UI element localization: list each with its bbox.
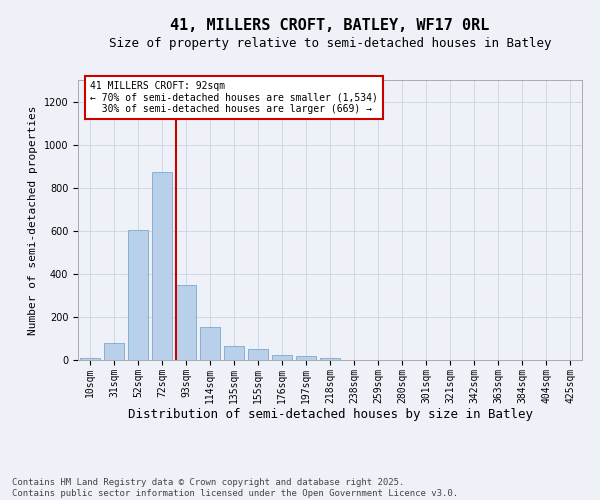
Bar bbox=[200, 326, 220, 360]
Bar bbox=[296, 356, 316, 360]
Text: 41, MILLERS CROFT, BATLEY, WF17 0RL: 41, MILLERS CROFT, BATLEY, WF17 0RL bbox=[170, 18, 490, 32]
Text: Size of property relative to semi-detached houses in Batley: Size of property relative to semi-detach… bbox=[109, 38, 551, 51]
Bar bbox=[80, 358, 100, 360]
Bar bbox=[272, 356, 292, 360]
Bar bbox=[248, 349, 268, 360]
X-axis label: Distribution of semi-detached houses by size in Batley: Distribution of semi-detached houses by … bbox=[128, 408, 533, 422]
Text: 41 MILLERS CROFT: 92sqm
← 70% of semi-detached houses are smaller (1,534)
  30% : 41 MILLERS CROFT: 92sqm ← 70% of semi-de… bbox=[90, 81, 378, 114]
Bar bbox=[152, 172, 172, 360]
Y-axis label: Number of semi-detached properties: Number of semi-detached properties bbox=[28, 106, 38, 335]
Bar bbox=[320, 358, 340, 360]
Bar bbox=[104, 343, 124, 360]
Bar bbox=[176, 284, 196, 360]
Bar bbox=[128, 230, 148, 360]
Bar bbox=[224, 346, 244, 360]
Text: Contains HM Land Registry data © Crown copyright and database right 2025.
Contai: Contains HM Land Registry data © Crown c… bbox=[12, 478, 458, 498]
